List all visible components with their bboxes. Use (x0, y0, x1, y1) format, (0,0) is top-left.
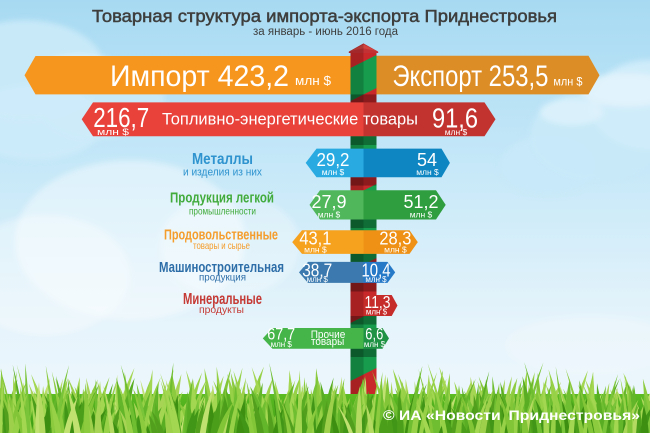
svg-text:млн $: млн $ (366, 308, 388, 317)
svg-text:продукция: продукция (199, 272, 246, 284)
svg-text:Металлы: Металлы (192, 151, 253, 168)
svg-text:6,6: 6,6 (365, 324, 383, 343)
svg-text:43,1: 43,1 (299, 229, 331, 249)
svg-text:млн $: млн $ (365, 275, 387, 284)
svg-text:Машиностроительная: Машиностроительная (159, 259, 284, 276)
svg-text:91,6: 91,6 (432, 102, 478, 133)
svg-text:млн $: млн $ (384, 245, 407, 255)
svg-text:54: 54 (417, 150, 437, 170)
svg-text:Продовольственные: Продовольственные (164, 227, 278, 244)
svg-text:млн $: млн $ (97, 127, 130, 138)
svg-text:млн $: млн $ (410, 209, 433, 219)
svg-text:продукты: продукты (199, 304, 244, 316)
svg-text:Товарная структура импорта-экс: Товарная структура импорта-экспорта Прид… (92, 6, 557, 26)
svg-text:11,3: 11,3 (365, 292, 391, 312)
svg-text:млн $: млн $ (553, 74, 582, 88)
svg-text:млн $: млн $ (307, 275, 329, 284)
svg-text:Экспорт 253,5: Экспорт 253,5 (392, 60, 548, 93)
svg-text:за январь - июнь 2016 года: за январь - июнь 2016 года (253, 26, 399, 38)
svg-text:Продукция легкой: Продукция легкой (170, 190, 274, 207)
svg-text:и изделия из них: и изделия из них (183, 167, 262, 179)
svg-text:© ИА «Новости Приднестровья»: © ИА «Новости Приднестровья» (383, 408, 640, 423)
svg-text:216,7: 216,7 (93, 102, 149, 133)
svg-text:млн $: млн $ (445, 127, 468, 137)
svg-text:67,7: 67,7 (267, 324, 295, 343)
svg-text:млн $: млн $ (295, 73, 332, 88)
svg-text:38,7: 38,7 (302, 260, 332, 280)
svg-text:промышленности: промышленности (189, 206, 256, 218)
svg-text:товары: товары (311, 336, 344, 348)
svg-text:10,4: 10,4 (362, 260, 391, 280)
svg-text:Топливно-энергетические товары: Топливно-энергетические товары (162, 111, 418, 129)
svg-text:29,2: 29,2 (317, 150, 350, 170)
svg-text:млн $: млн $ (271, 340, 293, 349)
svg-text:27,9: 27,9 (312, 192, 347, 212)
svg-text:Импорт 423,2: Импорт 423,2 (110, 60, 289, 93)
svg-text:млн $: млн $ (416, 167, 439, 177)
svg-text:млн $: млн $ (322, 167, 345, 177)
svg-text:товары и сырье: товары и сырье (193, 240, 250, 252)
svg-text:млн $: млн $ (318, 209, 341, 219)
svg-text:млн $: млн $ (364, 340, 386, 349)
svg-text:51,2: 51,2 (404, 192, 439, 212)
svg-text:Минеральные: Минеральные (183, 291, 262, 308)
svg-text:Прочие: Прочие (311, 329, 346, 341)
svg-text:млн $: млн $ (304, 245, 327, 255)
svg-text:28,3: 28,3 (379, 229, 411, 249)
